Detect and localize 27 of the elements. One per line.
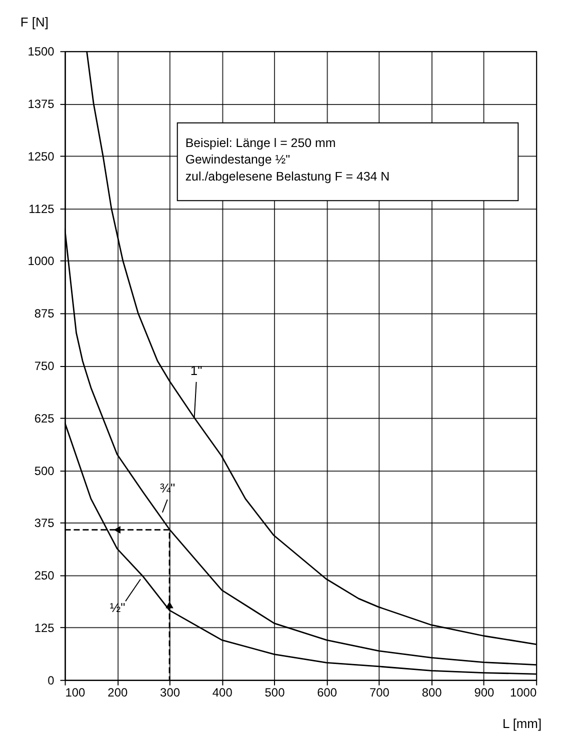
y-tick-label: 750 [34, 358, 55, 373]
y-tick-label: 125 [34, 620, 55, 635]
x-tick-label: 100 [65, 685, 86, 700]
y-tick-label: 625 [34, 411, 55, 426]
y-tick-label: 875 [34, 306, 55, 321]
y-tick-label: 1375 [28, 97, 55, 112]
annotation: Beispiel: Länge l = 250 mm Gewindestange ½" zul./abgelesene Belastung F = 434 N [185, 136, 390, 184]
y-tick-label: 0 [48, 673, 55, 688]
y-tick-label: 1500 [28, 44, 55, 59]
y-tick-label: 1125 [28, 202, 55, 216]
y-tick-label: 250 [34, 568, 55, 583]
x-tick-label: 200 [108, 685, 128, 700]
x-tick-label: 800 [422, 685, 442, 700]
y-tick-label: 1000 [28, 254, 55, 268]
x-tick-label: 300 [160, 685, 180, 700]
x-tick-label: 700 [370, 685, 390, 700]
y-tick-label: 500 [34, 464, 55, 478]
x-tick-label: 1000 [510, 685, 537, 700]
series-label: 1" [190, 362, 203, 378]
x-tick-label: 500 [264, 685, 286, 700]
y-axis-title: F [N] [20, 14, 48, 30]
x-tick-label: 600 [317, 685, 338, 700]
x-tick-label: 400 [212, 685, 233, 700]
y-tick-label: 1250 [28, 149, 55, 164]
x-tick-label: 900 [474, 685, 495, 700]
x-axis-title: L [mm] [502, 716, 542, 732]
y-tick-label: 375 [34, 516, 55, 530]
